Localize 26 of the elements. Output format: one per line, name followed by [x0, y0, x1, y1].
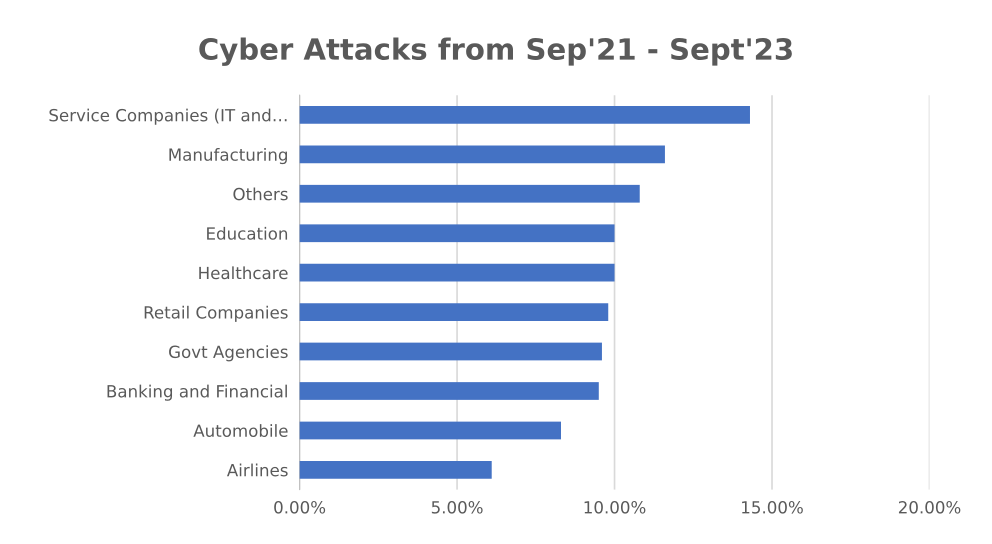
y-tick-label: Banking and Financial: [108, 384, 287, 401]
bar: [300, 106, 750, 124]
y-tick-label: Govt Agencies: [169, 345, 288, 362]
bar: [300, 382, 599, 400]
y-tick-label: Airlines: [226, 464, 288, 476]
x-tick-label: 15.00%: [742, 501, 803, 514]
y-tick-label: Retail Companies: [144, 306, 288, 322]
bar: [300, 184, 640, 203]
bar: [300, 303, 608, 321]
x-tick-label: 20.00%: [898, 501, 960, 514]
bar: [300, 342, 602, 360]
bar: [300, 461, 492, 479]
y-tick-label: Healthcare: [199, 266, 288, 280]
y-tick-label: Manufacturing: [169, 148, 287, 164]
x-tick-label: 0.00%: [274, 501, 326, 514]
chart-title: Cyber Attacks from Sep'21 - Sept'23: [199, 37, 792, 66]
x-tick-label: 10.00%: [584, 501, 646, 514]
y-tick-label: Automobile: [193, 424, 288, 438]
bar: [300, 224, 615, 242]
y-tick-label: Education: [207, 226, 288, 240]
y-tick-label: Others: [233, 187, 288, 200]
x-tick-label: 5.00%: [432, 501, 483, 514]
bar: [300, 145, 665, 164]
bar: [300, 264, 615, 282]
bar: [300, 422, 561, 440]
y-tick-label: Service Companies (IT and…: [49, 108, 287, 125]
